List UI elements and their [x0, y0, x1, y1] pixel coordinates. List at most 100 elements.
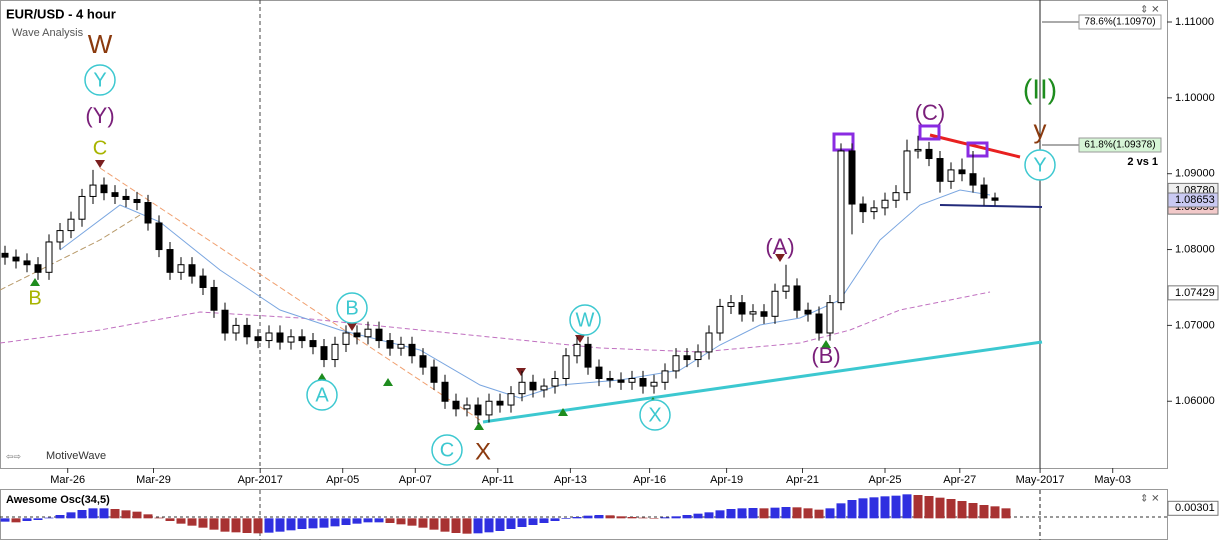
- candle-body: [694, 351, 702, 361]
- candle-body: [705, 332, 713, 353]
- price-marker-label: 1.08653: [1175, 194, 1215, 206]
- pivot-marker: [347, 323, 357, 331]
- candle-body: [12, 256, 20, 262]
- chart-title: EUR/USD - 4 hour: [6, 6, 116, 21]
- oscillator-value: 0.00301: [1175, 502, 1215, 514]
- oscillator-bar: [693, 513, 703, 519]
- candle-body: [529, 381, 537, 391]
- x-tick-label: May-2017: [1016, 474, 1065, 486]
- watermark: MotiveWave: [46, 450, 106, 462]
- chart-subtitle: Wave Analysis: [12, 27, 84, 39]
- oscillator-bar: [891, 495, 901, 519]
- candle-body: [210, 286, 218, 311]
- oscillator-bar: [748, 508, 758, 519]
- wave-label: W: [576, 309, 595, 331]
- candle-body: [452, 400, 460, 410]
- y-tick-label: 1.08000: [1175, 243, 1215, 255]
- oscillator-bar: [583, 515, 593, 519]
- oscillator-bar: [715, 510, 725, 519]
- oscillator-bar: [792, 507, 802, 519]
- oscillator-bar: [0, 518, 10, 522]
- candle-body: [881, 199, 889, 209]
- oscillator-bar: [781, 507, 791, 519]
- candle-body: [430, 366, 438, 383]
- candle-body: [441, 381, 449, 402]
- trend-line: [929, 133, 1021, 159]
- candle-body: [23, 260, 31, 266]
- scroll-arrows[interactable]: ⇦⇨: [6, 451, 22, 461]
- candle-body: [166, 249, 174, 273]
- x-tick-label: Mar-29: [136, 474, 171, 486]
- oscillator-bar: [935, 497, 945, 519]
- oscillator-bar: [649, 518, 659, 519]
- candle-body: [826, 302, 834, 334]
- wave-label: C: [93, 137, 107, 159]
- oscillator-bar: [77, 510, 87, 519]
- x-tick-label: Apr-21: [786, 474, 819, 486]
- oscillator-bar: [759, 508, 769, 519]
- oscillator-bar: [913, 495, 923, 519]
- candle-body: [859, 203, 867, 213]
- candle-body: [507, 393, 515, 406]
- oscillator-bar: [341, 518, 351, 525]
- moving-average: [59, 189, 991, 399]
- oscillator-bar: [803, 508, 813, 519]
- oscillator-bar: [770, 507, 780, 519]
- wave-label-circle: [569, 304, 601, 336]
- plot-layer: 1.06000 1.07000 1.08000 1.09000 1.10000 1.110…: [0, 16, 1219, 534]
- oscillator-bar: [946, 499, 956, 519]
- pivot-marker: [30, 278, 40, 286]
- oscillator-bar: [440, 518, 450, 532]
- oscillator-bar: [572, 517, 582, 519]
- wave-label-circle: [431, 434, 463, 466]
- oscillator-bar: [539, 518, 549, 523]
- x-tick-label: Apr-2017: [238, 474, 283, 486]
- wave-label: Y: [1033, 154, 1046, 176]
- oscillator-bar: [286, 518, 296, 531]
- candle-body: [870, 207, 878, 213]
- oscillator-bar: [737, 508, 747, 519]
- candle-body: [562, 355, 570, 379]
- candle-body: [661, 370, 669, 383]
- candle-body: [298, 336, 306, 342]
- candle-body: [650, 381, 658, 387]
- oscillator-bar: [143, 514, 153, 519]
- pivot-marker: [775, 254, 785, 262]
- x-tick-label: Apr-25: [868, 474, 901, 486]
- panel-controls[interactable]: ⇕ ✕: [1140, 494, 1160, 505]
- oscillator-bar: [726, 509, 736, 519]
- candle-body: [1, 252, 9, 258]
- candle-body: [925, 148, 933, 160]
- pivot-marker: [383, 378, 393, 386]
- candle-body: [760, 311, 768, 317]
- candle-body: [78, 195, 86, 220]
- oscillator-bar: [11, 518, 21, 523]
- wave-label: X: [475, 438, 491, 465]
- oscillator-bar: [407, 518, 417, 526]
- oscillator-bar: [506, 518, 516, 529]
- candle-body: [254, 336, 262, 342]
- candle-body: [848, 150, 856, 205]
- candle-body: [331, 343, 339, 361]
- candle-body: [133, 198, 141, 204]
- oscillator-bar: [110, 509, 120, 519]
- oscillator-bar: [418, 518, 428, 528]
- candle-body: [34, 264, 42, 273]
- x-tick-label: Apr-19: [710, 474, 743, 486]
- candle-body: [980, 184, 988, 199]
- oscillator-bar: [550, 518, 560, 521]
- candle-body: [463, 404, 471, 410]
- candle-body: [595, 366, 603, 379]
- y-tick-label: 1.09000: [1175, 168, 1215, 180]
- oscillator-bar: [473, 518, 483, 534]
- panel-controls[interactable]: ⇕ ✕: [1140, 5, 1160, 16]
- oscillator-value-box: [1167, 500, 1219, 516]
- oscillator-bar: [429, 518, 439, 530]
- price-marker-label: 1.07429: [1175, 287, 1215, 299]
- candle-body: [738, 302, 746, 315]
- candle-body: [309, 340, 317, 348]
- oscillator-bar: [55, 515, 65, 519]
- oscillator-bar: [638, 517, 648, 519]
- candle-body: [540, 385, 548, 391]
